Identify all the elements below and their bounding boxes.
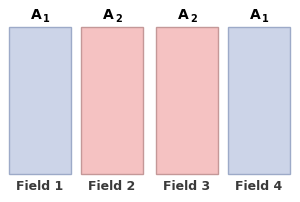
- Bar: [9, 28, 70, 174]
- Text: A: A: [178, 8, 189, 22]
- Text: A: A: [32, 8, 42, 22]
- Bar: [81, 28, 142, 174]
- Text: 2: 2: [116, 14, 122, 24]
- Text: 1: 1: [43, 14, 50, 24]
- Text: Field 4: Field 4: [235, 179, 282, 192]
- Text: A: A: [250, 8, 261, 22]
- Text: Field 1: Field 1: [16, 179, 63, 192]
- Text: 2: 2: [190, 14, 197, 24]
- Text: A: A: [103, 8, 114, 22]
- Text: Field 3: Field 3: [163, 179, 210, 192]
- Text: Field 2: Field 2: [88, 179, 135, 192]
- Bar: [228, 28, 290, 174]
- Text: 1: 1: [262, 14, 269, 24]
- Bar: [156, 28, 218, 174]
